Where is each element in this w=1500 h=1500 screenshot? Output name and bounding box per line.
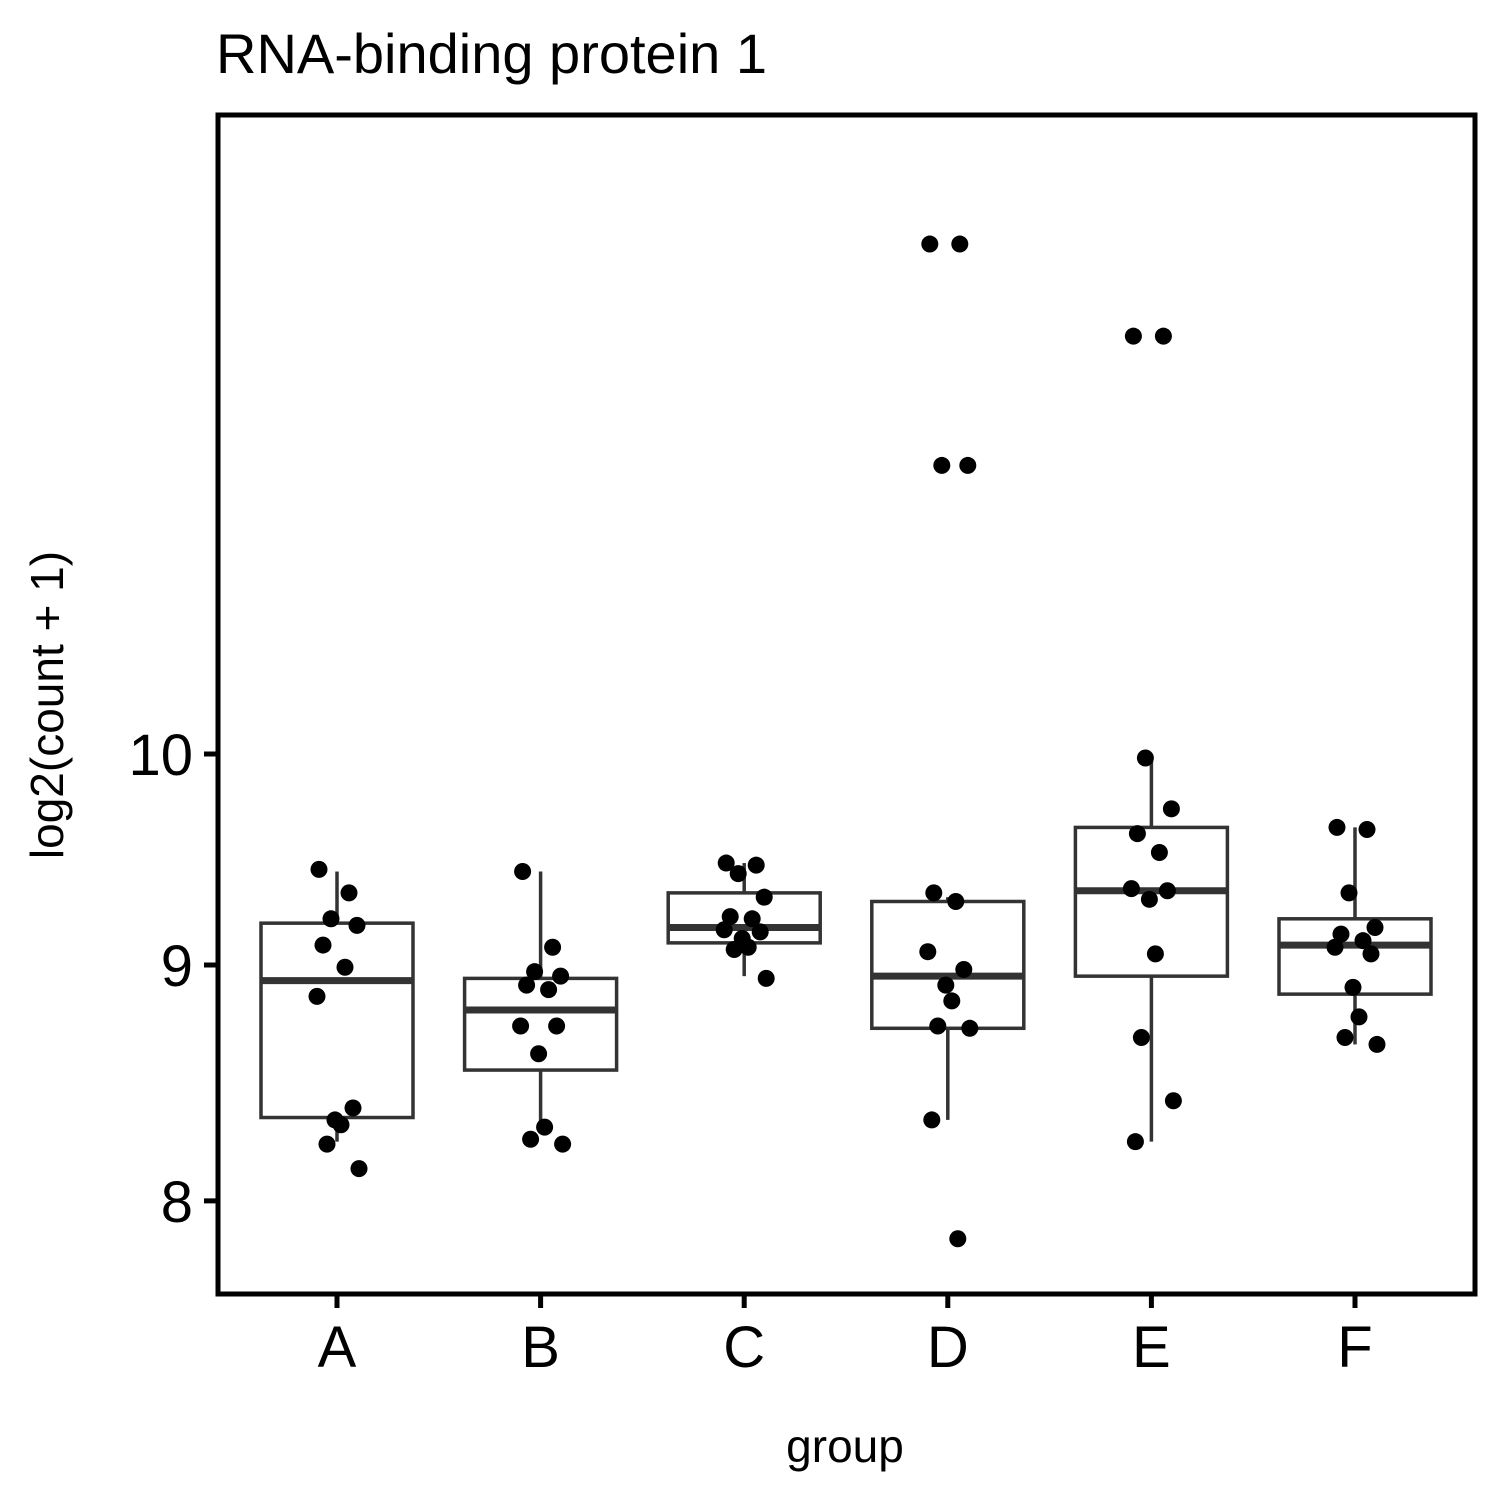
x-tick-label: E (1132, 1315, 1171, 1380)
panel-border (215, 112, 1478, 1297)
data-point (949, 1230, 967, 1248)
data-point (725, 940, 743, 958)
data-point (729, 865, 747, 883)
data-point (739, 938, 757, 956)
data-point (1140, 890, 1158, 908)
data-point (715, 921, 733, 939)
data-point (755, 888, 773, 906)
x-axis: A B C D E F (318, 1294, 1373, 1380)
data-point (544, 938, 562, 956)
data-point (947, 892, 965, 910)
data-point (743, 910, 761, 928)
data-point (1350, 1008, 1368, 1026)
data-point (308, 987, 326, 1005)
data-point (1154, 327, 1172, 345)
data-point (1332, 925, 1350, 943)
data-point (929, 1017, 947, 1035)
data-point (919, 943, 937, 961)
data-point (1124, 327, 1142, 345)
data-point (925, 884, 943, 902)
data-point (1362, 945, 1380, 963)
data-point (1366, 919, 1384, 937)
data-point (1358, 821, 1376, 839)
y-tick-label: 9 (161, 934, 193, 999)
data-point (961, 1019, 979, 1037)
data-point (1126, 1133, 1144, 1151)
data-point (310, 860, 328, 878)
data-point (348, 916, 366, 934)
data-point (540, 981, 558, 999)
data-point (951, 235, 969, 253)
data-point (751, 923, 769, 941)
data-point (318, 1135, 336, 1153)
data-point (332, 1116, 350, 1134)
plot-area (259, 235, 1433, 1248)
data-point (717, 854, 735, 872)
data-point (757, 969, 775, 987)
data-point (1128, 825, 1146, 843)
box-group-a (259, 860, 415, 1178)
y-tick-label: 10 (128, 723, 193, 788)
data-point (943, 992, 961, 1010)
data-point (1150, 844, 1168, 862)
data-point (1326, 938, 1344, 956)
x-axis-title: group (786, 1420, 904, 1472)
data-point (530, 1045, 548, 1063)
data-point (1158, 882, 1176, 900)
data-point (1336, 1029, 1354, 1047)
data-point (548, 1017, 566, 1035)
chart-title: RNA-binding protein 1 (216, 22, 767, 85)
data-point (522, 1130, 540, 1148)
data-point (955, 960, 973, 978)
data-point (1164, 1092, 1182, 1110)
y-axis-title: log2(count + 1) (21, 551, 73, 859)
data-point (314, 936, 332, 954)
data-point (721, 908, 739, 926)
data-point (526, 963, 544, 981)
data-point (1146, 945, 1164, 963)
data-point (322, 910, 340, 928)
data-point (1132, 1029, 1150, 1047)
box (870, 899, 1026, 1031)
data-point (1340, 884, 1358, 902)
data-point (1328, 818, 1346, 836)
data-point (921, 235, 939, 253)
x-tick-label: A (318, 1315, 357, 1380)
data-point (536, 1118, 554, 1136)
box-group-e (1073, 327, 1230, 1151)
data-point (923, 1111, 941, 1129)
data-point (518, 976, 536, 994)
box-group-f (1277, 818, 1433, 1053)
x-tick-label: C (723, 1315, 765, 1380)
data-point (1354, 932, 1372, 950)
data-point (1344, 978, 1362, 996)
data-point (937, 976, 955, 994)
box (259, 921, 415, 1120)
y-axis: 8 9 10 (128, 723, 218, 1235)
data-point (512, 1017, 530, 1035)
data-point (747, 856, 765, 874)
data-point (1122, 880, 1140, 898)
x-tick-label: D (927, 1315, 969, 1380)
box-group-b (462, 863, 619, 1153)
x-tick-label: B (521, 1315, 560, 1380)
x-tick-label: F (1337, 1315, 1372, 1380)
data-point (514, 863, 532, 881)
data-point (933, 456, 951, 474)
data-point (350, 1160, 368, 1178)
data-point (1136, 749, 1154, 767)
data-point (959, 456, 977, 474)
data-point (344, 1099, 362, 1117)
data-point (552, 967, 570, 985)
box-group-c (666, 854, 822, 987)
box-group-d (870, 235, 1026, 1248)
data-point (1162, 800, 1180, 818)
data-point (336, 958, 354, 976)
y-tick-label: 8 (161, 1170, 193, 1235)
data-point (1368, 1035, 1386, 1053)
data-point (340, 884, 358, 902)
data-point (554, 1135, 572, 1153)
